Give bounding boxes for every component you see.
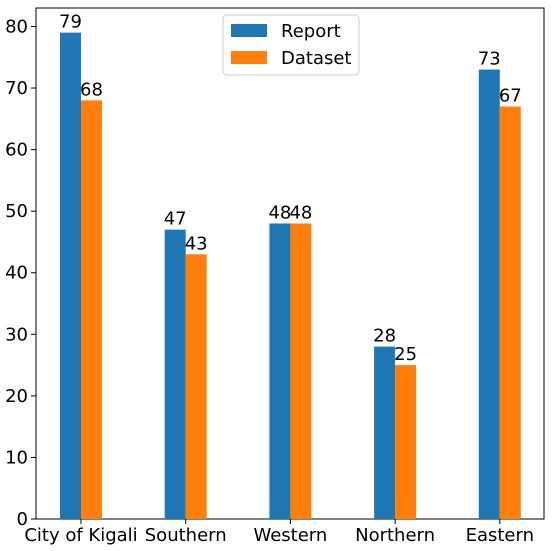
bar-dataset-2 [290,223,312,519]
x-tick-label: City of Kigali [24,525,137,546]
bar-dataset-3 [395,365,417,519]
y-tick-label: 80 [5,16,28,37]
data-label-report-1: 47 [164,209,187,230]
y-tick-label: 60 [5,140,28,161]
bar-report-0 [60,32,81,520]
y-tick-label: 70 [5,78,28,99]
y-tick-label: 0 [17,509,28,530]
legend: Report Dataset [222,14,360,76]
legend-label: Dataset [281,48,352,69]
data-label-dataset-2: 48 [289,202,312,223]
x-tick-label: Southern [145,525,227,546]
x-tick-label: Northern [355,525,435,546]
y-tick-label: 10 [5,447,28,468]
data-label-report-3: 28 [373,326,396,347]
bar-report-3 [374,346,396,519]
data-label-report-2: 48 [268,202,291,223]
bar-dataset-1 [185,254,207,519]
bar-report-4 [478,69,500,520]
data-label-dataset-1: 43 [185,233,208,254]
x-tick-label: Western [253,525,327,546]
legend-swatch [231,51,267,64]
y-tick-label: 50 [5,201,28,222]
bar-dataset-4 [499,106,521,519]
y-tick-label: 40 [5,263,28,284]
bar-dataset-0 [81,100,102,519]
data-label-report-4: 73 [478,49,501,70]
data-label-dataset-3: 25 [394,344,417,365]
x-axis: City of Kigali Southern Western Northern Eas… [24,519,534,546]
data-label-dataset-0: 68 [80,79,103,100]
bar-report-2 [269,223,291,519]
y-axis: 0 10 20 30 40 50 60 70 80 [5,16,36,530]
bars [60,32,521,520]
bar-report-1 [164,229,186,519]
data-label-report-0: 79 [59,12,82,33]
legend-swatch [231,24,267,37]
legend-label: Report [281,21,341,42]
data-labels: 79 47 48 28 73 68 43 48 25 67 [59,12,522,365]
x-tick-label: Eastern [466,525,534,546]
data-label-dataset-4: 67 [499,86,522,107]
y-tick-label: 30 [5,324,28,345]
y-tick-label: 20 [5,386,28,407]
